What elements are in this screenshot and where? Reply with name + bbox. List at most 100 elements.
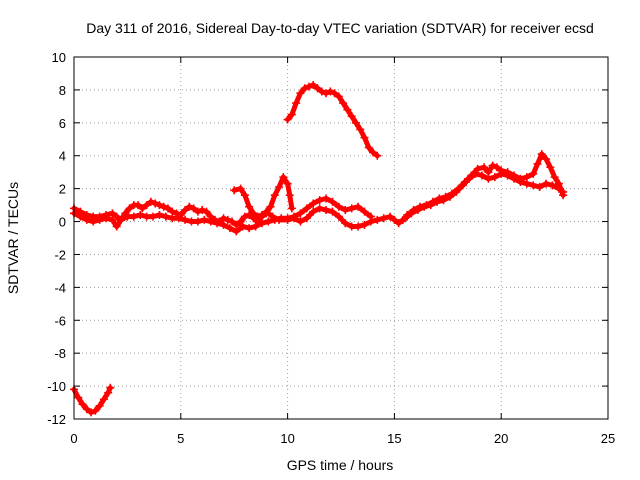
data-point <box>309 199 318 208</box>
data-point <box>426 201 435 210</box>
data-point <box>302 214 311 223</box>
data-point <box>300 84 309 93</box>
data-point <box>287 110 296 119</box>
data-point <box>245 224 254 233</box>
data-point <box>490 173 499 182</box>
data-point <box>287 204 296 213</box>
y-tick-label: 4 <box>59 149 66 164</box>
data-point <box>82 405 91 414</box>
data-point <box>225 224 234 233</box>
data-point <box>364 143 373 152</box>
data-point <box>360 220 369 229</box>
data-point <box>554 184 563 193</box>
y-axis-ticks: 10 8 6 4 2 0 -2 -4 -6 -8 -10 -12 <box>47 50 608 427</box>
data-point <box>296 209 305 218</box>
data-point <box>99 395 108 404</box>
y-tick-label: -10 <box>47 379 66 394</box>
data-point <box>149 212 158 221</box>
data-point <box>542 155 551 164</box>
data-point <box>125 204 134 213</box>
data-point <box>302 204 311 213</box>
x-tick-label: 5 <box>177 431 184 446</box>
y-tick-label: 10 <box>52 50 66 65</box>
data-point <box>161 212 170 221</box>
data-point <box>268 212 277 221</box>
data-point <box>533 159 542 168</box>
data-point <box>529 169 538 178</box>
data-point <box>189 204 198 213</box>
data-point <box>151 199 160 208</box>
data-point <box>341 219 350 228</box>
data-point <box>492 163 501 172</box>
y-tick-label: 0 <box>59 215 66 230</box>
data-point <box>82 215 91 224</box>
series-arc-g <box>70 383 115 417</box>
data-point <box>95 215 104 224</box>
data-markers <box>70 80 568 417</box>
data-point <box>550 173 559 182</box>
data-point <box>264 217 273 226</box>
data-point <box>542 179 551 188</box>
data-point <box>354 202 363 211</box>
data-point <box>283 179 292 188</box>
data-point <box>257 210 266 219</box>
data-point <box>91 406 100 415</box>
data-point <box>304 82 313 91</box>
data-point <box>283 215 292 224</box>
data-point <box>174 214 183 223</box>
data-point <box>322 89 331 98</box>
data-point <box>452 187 461 196</box>
data-point <box>326 87 335 96</box>
data-point <box>322 206 331 215</box>
data-point <box>373 151 382 160</box>
data-point <box>116 215 125 224</box>
data-point <box>360 207 369 216</box>
data-point <box>155 210 164 219</box>
data-point <box>343 105 352 114</box>
data-point <box>238 222 247 231</box>
data-point <box>516 178 525 187</box>
data-point <box>473 164 482 173</box>
data-point <box>163 204 172 213</box>
data-point <box>142 201 151 210</box>
data-point <box>257 219 266 228</box>
data-point <box>407 209 416 218</box>
data-point <box>334 212 343 221</box>
data-point <box>181 206 190 215</box>
x-tick-label: 0 <box>70 431 77 446</box>
data-point <box>347 112 356 121</box>
y-tick-label: 8 <box>59 83 66 98</box>
data-point <box>202 207 211 216</box>
data-point <box>328 197 337 206</box>
data-point <box>181 215 190 224</box>
data-point <box>155 201 164 210</box>
data-point <box>366 217 375 226</box>
data-point <box>313 84 322 93</box>
data-point <box>296 217 305 226</box>
grid-lines <box>74 57 608 419</box>
y-tick-label: 6 <box>59 116 66 131</box>
y-tick-label: -8 <box>54 346 66 361</box>
data-point <box>413 206 422 215</box>
data-point <box>373 215 382 224</box>
data-point <box>471 169 480 178</box>
data-point <box>185 202 194 211</box>
data-point <box>206 217 215 226</box>
data-point <box>236 217 245 226</box>
y-tick-label: -12 <box>47 412 66 427</box>
data-point <box>433 197 442 206</box>
data-point <box>537 150 546 159</box>
data-point <box>193 217 202 226</box>
data-point <box>394 219 403 228</box>
data-point <box>249 209 258 218</box>
data-point <box>480 163 489 172</box>
data-point <box>87 408 96 417</box>
data-point <box>351 118 360 127</box>
data-point <box>262 207 271 216</box>
data-point <box>317 87 326 96</box>
data-point <box>159 202 168 211</box>
data-point <box>129 212 138 221</box>
x-tick-label: 25 <box>601 431 615 446</box>
data-point <box>292 99 301 108</box>
